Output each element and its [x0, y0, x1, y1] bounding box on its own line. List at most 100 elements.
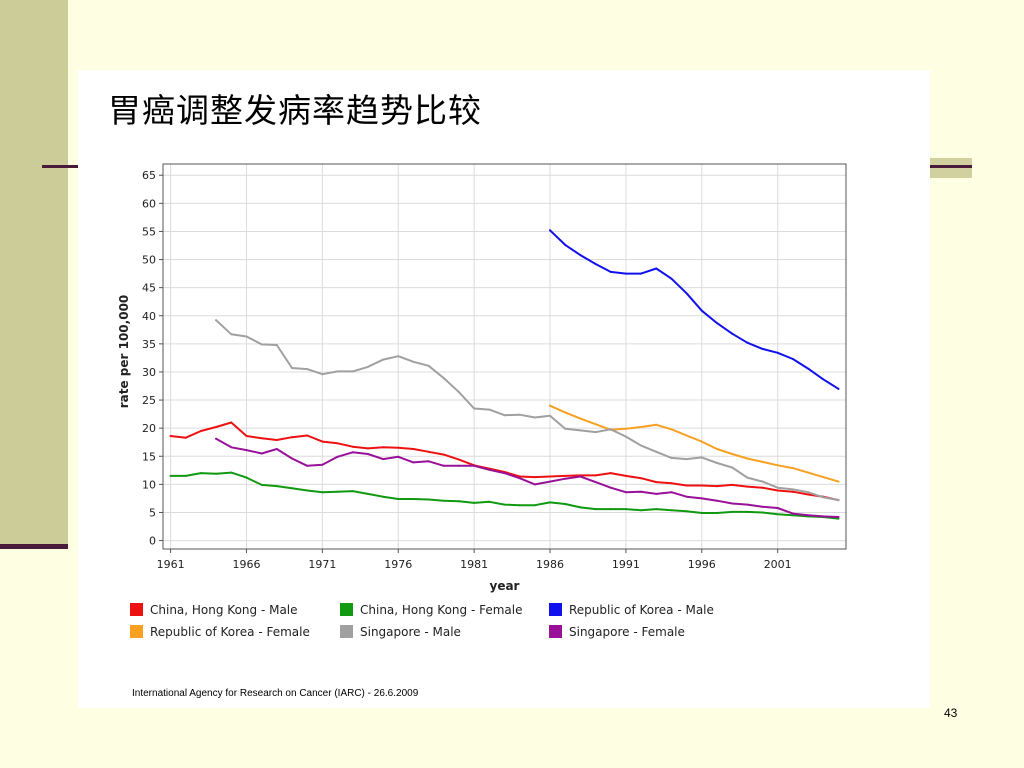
data-point: [731, 466, 734, 469]
right-decor-box: [930, 158, 972, 178]
x-tick-label: 1971: [308, 558, 336, 571]
data-point: [275, 448, 278, 450]
data-point: [549, 475, 551, 478]
data-point: [594, 423, 597, 426]
data-point: [382, 446, 385, 449]
data-point: [579, 429, 582, 432]
data-point: [822, 476, 825, 479]
data-point: [306, 434, 309, 437]
data-point: [549, 229, 551, 232]
data-point: [564, 411, 567, 414]
data-point: [822, 496, 825, 499]
data-point: [366, 453, 369, 455]
data-point: [275, 439, 278, 441]
data-point: [442, 464, 445, 467]
data-point: [791, 488, 794, 491]
data-point: [837, 387, 840, 390]
data-point: [716, 448, 718, 450]
data-point: [670, 509, 673, 512]
y-tick-label: 35: [142, 338, 156, 351]
data-point: [716, 499, 718, 502]
data-point: [382, 458, 385, 461]
data-point: [822, 378, 825, 381]
data-point: [579, 254, 582, 257]
data-point: [184, 436, 187, 439]
series-line: [549, 404, 840, 483]
series-line: [169, 421, 840, 502]
data-point: [488, 500, 491, 503]
data-point: [776, 351, 779, 354]
data-point: [594, 474, 597, 477]
data-point: [579, 475, 582, 478]
y-tick-label: 60: [142, 197, 156, 210]
legend-label: Republic of Korea - Female: [150, 625, 310, 639]
data-point: [731, 502, 734, 505]
data-point: [321, 440, 324, 443]
data-point: [761, 486, 764, 489]
data-point: [351, 490, 354, 493]
data-point: [260, 343, 263, 346]
y-tick-label: 45: [142, 282, 156, 295]
data-point: [685, 484, 688, 487]
data-point: [397, 455, 400, 458]
data-point: [670, 482, 673, 485]
data-point: [761, 511, 764, 514]
data-point: [549, 404, 551, 407]
data-point: [716, 322, 718, 325]
series-line: [215, 319, 840, 502]
data-point: [640, 490, 643, 493]
data-point: [412, 448, 415, 450]
data-point: [822, 515, 825, 518]
x-tick-label: 1996: [688, 558, 716, 571]
data-point: [245, 335, 248, 338]
data-point: [594, 431, 597, 434]
data-point: [518, 504, 521, 507]
legend-swatch: [130, 625, 143, 638]
data-point: [351, 445, 354, 448]
data-point: [291, 436, 293, 439]
data-point: [564, 427, 567, 430]
data-point: [791, 514, 794, 517]
legend-swatch: [549, 625, 562, 638]
data-point: [624, 272, 627, 275]
data-point: [215, 319, 218, 322]
data-point: [245, 449, 248, 452]
data-point: [761, 505, 764, 508]
data-point: [533, 476, 536, 479]
data-point: [230, 333, 233, 336]
data-point: [685, 510, 688, 513]
data-point: [473, 464, 476, 467]
data-point: [366, 447, 369, 450]
data-point: [260, 452, 263, 455]
data-point: [230, 421, 233, 424]
y-tick-label: 65: [142, 169, 156, 182]
data-point: [791, 358, 794, 360]
chart-gridlines: [163, 164, 846, 549]
data-point: [776, 486, 779, 489]
y-axis-title: rate per 100,000: [117, 295, 131, 409]
legend-label: China, Hong Kong - Male: [150, 603, 298, 617]
data-point: [594, 508, 597, 511]
x-tick-label: 1961: [157, 558, 185, 571]
slide-title: 胃癌调整发病率趋势比较: [108, 91, 482, 130]
data-point: [837, 499, 840, 502]
data-point: [685, 434, 688, 437]
data-point: [291, 367, 293, 369]
data-point: [700, 484, 703, 487]
x-tick-label: 1991: [612, 558, 640, 571]
right-decor-line: [930, 165, 972, 168]
x-tick-label: 1986: [536, 558, 564, 571]
data-point: [685, 292, 688, 295]
legend-item: China, Hong Kong - Female: [340, 603, 523, 617]
data-point: [655, 267, 658, 270]
legend-item: Singapore - Male: [340, 625, 461, 639]
data-point: [458, 464, 460, 467]
source-note: International Agency for Research on Can…: [132, 688, 419, 699]
data-point: [336, 442, 339, 445]
legend-label: Singapore - Female: [569, 625, 685, 639]
data-point: [746, 341, 749, 344]
data-point: [199, 472, 202, 475]
data-point: [549, 414, 551, 417]
data-point: [594, 481, 597, 484]
data-point: [716, 512, 718, 514]
